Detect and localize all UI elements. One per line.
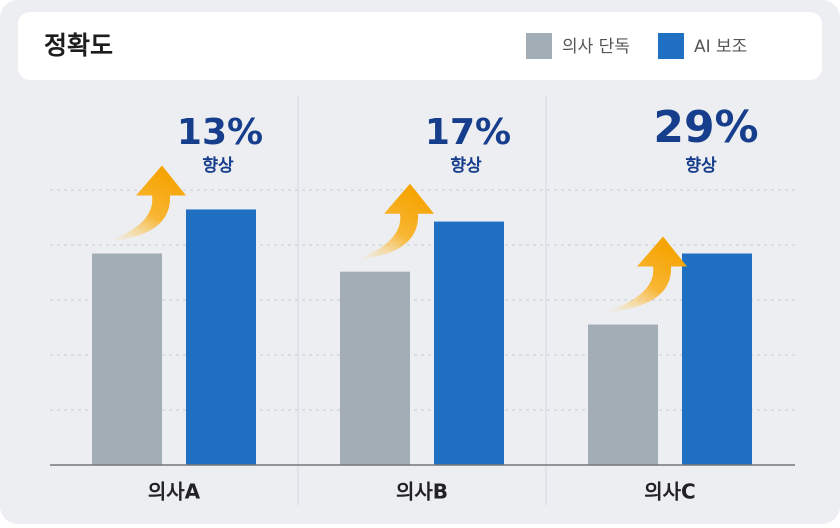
bar — [434, 221, 504, 465]
legend-swatch — [526, 33, 552, 59]
arrow — [356, 183, 434, 260]
arrow — [108, 165, 186, 242]
bar — [588, 324, 658, 465]
legend-label: AI 보조 — [694, 37, 747, 57]
bar — [682, 253, 752, 465]
annotation-value: 17% — [425, 112, 511, 153]
x-tick-label: 의사C — [644, 480, 695, 504]
bar — [92, 253, 162, 465]
legend-swatch — [657, 33, 684, 59]
header — [18, 12, 822, 80]
arrow — [604, 236, 687, 313]
annotation-value: 13% — [177, 112, 263, 153]
bar — [340, 271, 410, 465]
x-tick-label: 의사B — [396, 480, 448, 504]
x-tick-label: 의사A — [148, 480, 201, 504]
chart-title: 정확도 — [44, 31, 113, 60]
legend-label: 의사 단독 — [562, 37, 630, 57]
annotation-sub: 향상 — [202, 155, 234, 176]
annotation-sub: 향상 — [450, 155, 482, 176]
bar — [186, 209, 256, 465]
annotation-sub: 향상 — [685, 155, 717, 176]
annotation-value: 29% — [653, 102, 758, 153]
